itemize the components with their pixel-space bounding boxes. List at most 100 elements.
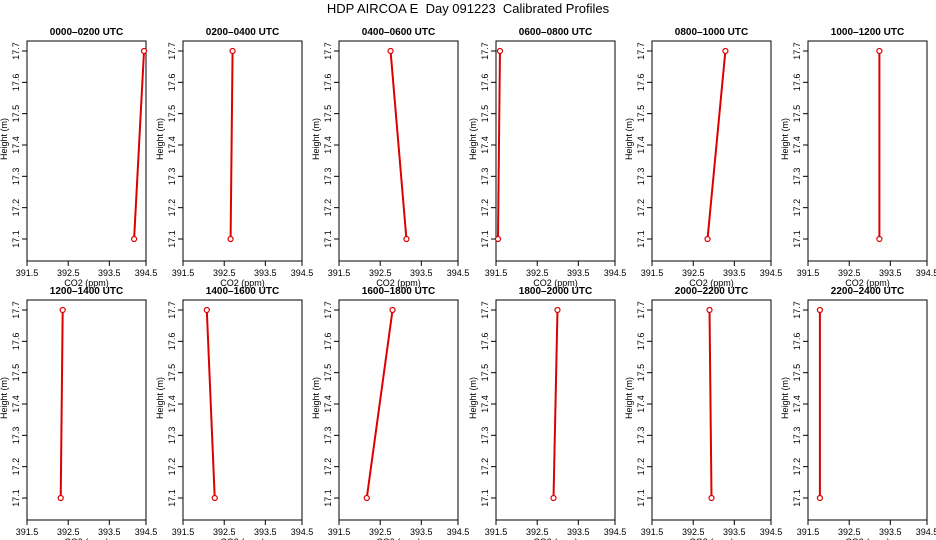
x-axis-label: CO2 (ppm) (376, 278, 421, 288)
y-tick-label: 17.3 (167, 168, 177, 186)
x-tick-label: 393.5 (410, 527, 433, 537)
x-tick-label: 394.5 (447, 268, 470, 278)
y-tick-label: 17.4 (792, 136, 802, 154)
y-tick-label: 17.4 (636, 395, 646, 413)
y-tick-label: 17.5 (480, 364, 490, 382)
series-line (59, 309, 64, 499)
x-tick-label: 391.5 (797, 527, 820, 537)
y-tick-label: 17.1 (792, 230, 802, 248)
y-tick-label: 17.2 (11, 199, 21, 217)
y-tick-label: 17.7 (480, 301, 490, 319)
x-tick-label: 394.5 (291, 527, 314, 537)
panel-title: 0400–0600 UTC (362, 27, 435, 38)
x-tick-label: 394.5 (604, 527, 627, 537)
y-tick-label: 17.4 (636, 136, 646, 154)
chart-panel-11: 2000–2200 UTC 391.5 392.5 393.5 394.5 CO2 (pp… (624, 286, 782, 540)
y-axis-label: Height (m) (155, 377, 165, 419)
x-tick-label: 391.5 (485, 268, 508, 278)
x-tick-label: 393.5 (254, 268, 277, 278)
x-tick-label: 392.5 (526, 527, 549, 537)
x-tick-label: 394.5 (447, 527, 470, 537)
y-tick-label: 17.3 (11, 427, 21, 445)
y-tick-label: 17.3 (167, 427, 177, 445)
x-tick-label: 394.5 (291, 268, 314, 278)
y-tick-label: 17.1 (636, 230, 646, 248)
x-tick-label: 394.5 (604, 268, 627, 278)
y-axis-label: Height (m) (468, 377, 478, 419)
y-axis-label: Height (m) (0, 118, 9, 160)
y-tick-label: 17.6 (792, 74, 802, 92)
y-tick-label: 17.4 (480, 136, 490, 154)
x-tick-label: 391.5 (641, 527, 664, 537)
x-tick-label: 391.5 (172, 268, 195, 278)
data-point (496, 47, 504, 55)
x-tick-label: 393.5 (723, 527, 746, 537)
y-tick-label: 17.3 (323, 427, 333, 445)
x-axis-label: CO2 (ppm) (845, 278, 890, 288)
series-line (389, 50, 408, 240)
y-tick-label: 17.4 (167, 395, 177, 413)
y-tick-label: 17.2 (323, 199, 333, 217)
x-axis-label: CO2 (ppm) (689, 537, 734, 540)
y-tick-label: 17.6 (167, 74, 177, 92)
y-tick-label: 17.3 (636, 427, 646, 445)
y-tick-label: 17.1 (480, 489, 490, 507)
plot-frame (26, 40, 147, 262)
y-tick-label: 17.7 (323, 42, 333, 60)
x-tick-label: 392.5 (682, 527, 705, 537)
x-tick-label: 392.5 (838, 527, 861, 537)
plot-frame (26, 299, 147, 521)
y-tick-label: 17.7 (167, 301, 177, 319)
plot-frame (182, 299, 303, 521)
y-tick-label: 17.6 (11, 74, 21, 92)
data-point (57, 494, 64, 502)
data-point (59, 306, 66, 314)
x-tick-label: 392.5 (369, 527, 392, 537)
y-axis-label: Height (m) (155, 118, 165, 160)
x-tick-label: 393.5 (410, 268, 433, 278)
y-tick-label: 17.2 (792, 199, 802, 217)
x-axis-label: CO2 (ppm) (64, 537, 109, 540)
chart-panel-9: 1600–1800 UTC 391.5 392.5 393.5 394.5 CO2 (pp… (311, 286, 469, 540)
plot-frame (182, 40, 303, 262)
plot-frame (495, 40, 616, 262)
y-tick-label: 17.2 (167, 458, 177, 476)
y-tick-label: 17.5 (636, 364, 646, 382)
data-point (704, 235, 711, 243)
y-tick-label: 17.6 (167, 333, 177, 351)
chart-panel-12: 2200–2400 UTC 391.5 392.5 393.5 394.5 CO2 (pp… (780, 286, 936, 540)
data-point (389, 306, 396, 314)
plot-frame (807, 40, 928, 262)
x-tick-label: 394.5 (760, 527, 783, 537)
data-point (203, 306, 210, 314)
x-tick-label: 394.5 (916, 268, 936, 278)
y-axis-label: Height (m) (311, 118, 321, 160)
y-tick-label: 17.5 (167, 364, 177, 382)
panel-title: 0000–0200 UTC (50, 27, 123, 38)
y-tick-label: 17.7 (11, 42, 21, 60)
data-point (876, 235, 883, 243)
y-tick-label: 17.5 (11, 364, 21, 382)
y-tick-label: 17.3 (323, 168, 333, 186)
chart-panel-3: 0400–0600 UTC 391.5 392.5 393.5 394.5 CO2 (pp… (311, 27, 469, 288)
y-tick-label: 17.1 (11, 489, 21, 507)
y-tick-label: 17.7 (792, 42, 802, 60)
y-tick-label: 17.4 (11, 395, 21, 413)
y-axis-label: Height (m) (780, 377, 790, 419)
y-tick-label: 17.1 (11, 230, 21, 248)
x-tick-label: 394.5 (135, 527, 158, 537)
plot-frame (651, 299, 772, 521)
x-tick-label: 392.5 (682, 268, 705, 278)
data-point (816, 494, 824, 502)
y-tick-label: 17.2 (636, 458, 646, 476)
page-title: HDP AIRCOA E Day 091223 Calibrated Profi… (326, 1, 610, 16)
panel-title: 1400–1600 UTC (206, 286, 279, 297)
x-tick-label: 392.5 (838, 268, 861, 278)
y-tick-label: 17.1 (167, 230, 177, 248)
data-point (722, 47, 729, 55)
x-tick-label: 393.5 (567, 527, 590, 537)
y-tick-label: 17.1 (480, 230, 490, 248)
y-tick-label: 17.3 (792, 427, 802, 445)
data-point (363, 494, 370, 502)
series-line (708, 309, 713, 499)
